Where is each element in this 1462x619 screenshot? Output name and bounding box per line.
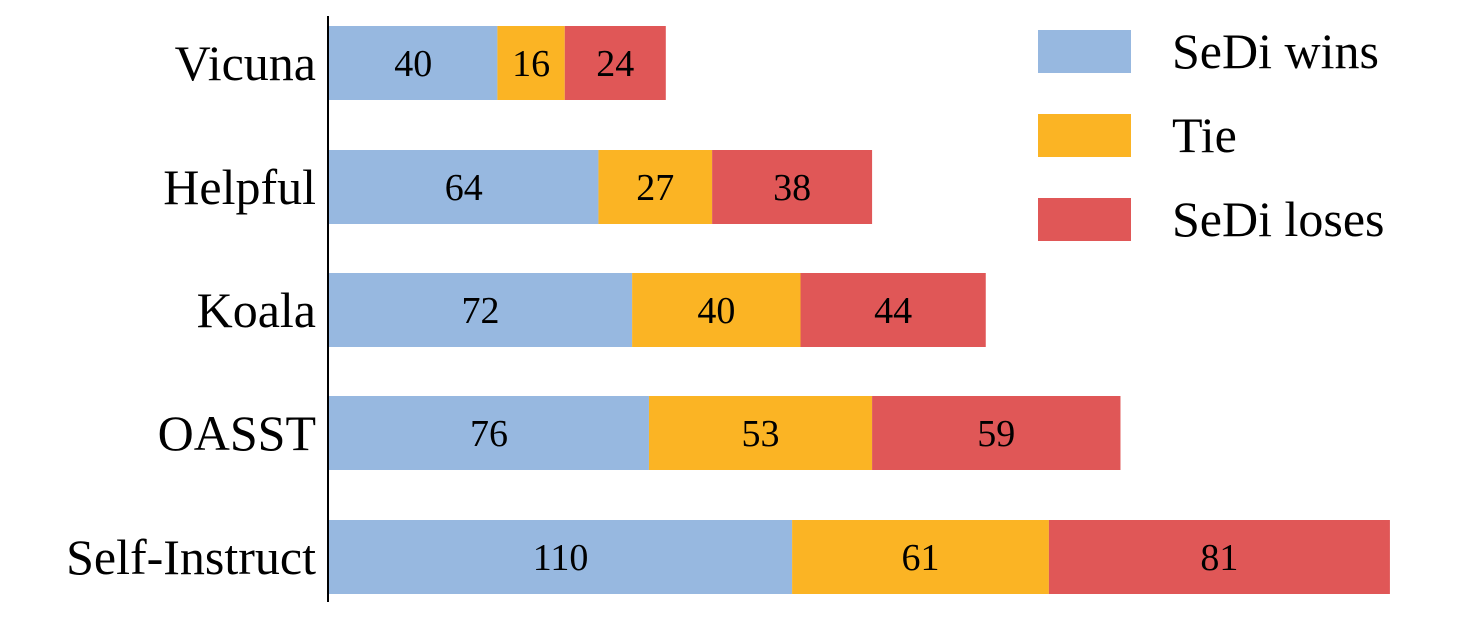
- bar-oasst-sedi-loses: [872, 396, 1121, 470]
- data-label-self-instruct-sedi-wins: 110: [533, 537, 589, 579]
- bar-vicuna-sedi-wins: [329, 26, 498, 100]
- bar-koala-sedi-wins: [329, 273, 633, 347]
- data-label-oasst-sedi-wins: 76: [470, 413, 508, 455]
- legend-label-tie: Tie: [1172, 107, 1237, 163]
- data-label-helpful-sedi-wins: 64: [445, 167, 483, 209]
- category-label-koala: Koala: [197, 282, 316, 338]
- category-label-self-instruct: Self-Instruct: [66, 529, 316, 585]
- bar-helpful-sedi-loses: [712, 150, 873, 224]
- data-label-oasst-sedi-loses: 59: [977, 413, 1015, 455]
- category-label-oasst: OASST: [158, 405, 316, 461]
- data-label-self-instruct-sedi-loses: 81: [1200, 537, 1238, 579]
- data-label-helpful-sedi-loses: 38: [773, 167, 811, 209]
- data-label-helpful-tie: 27: [636, 167, 674, 209]
- data-label-koala-sedi-wins: 72: [462, 290, 500, 332]
- category-labels: Vicuna Helpful Koala OASST Self-Instruct: [66, 35, 316, 585]
- legend: SeDi wins Tie SeDi loses: [1038, 23, 1385, 247]
- bar-helpful-sedi-wins: [329, 150, 599, 224]
- bar-oasst-sedi-wins: [329, 396, 649, 470]
- bar-oasst-tie: [648, 396, 873, 470]
- bar-self-instruct-sedi-loses: [1048, 520, 1390, 594]
- legend-swatch-tie: [1038, 114, 1131, 157]
- data-label-vicuna-tie: 16: [512, 43, 550, 85]
- data-label-self-instruct-tie: 61: [902, 537, 940, 579]
- bar-self-instruct-tie: [792, 520, 1049, 594]
- data-label-koala-sedi-loses: 44: [874, 290, 912, 332]
- legend-swatch-sedi-loses: [1038, 198, 1131, 241]
- legend-swatch-sedi-wins: [1038, 30, 1131, 73]
- bar-koala-sedi-loses: [800, 273, 986, 347]
- data-label-koala-tie: 40: [697, 290, 735, 332]
- category-label-helpful: Helpful: [163, 159, 316, 215]
- data-label-oasst-tie: 53: [742, 413, 780, 455]
- legend-label-sedi-wins: SeDi wins: [1172, 23, 1379, 79]
- bar-koala-tie: [632, 273, 801, 347]
- bar-vicuna-sedi-loses: [564, 26, 666, 100]
- bars-group: 40 16 24 64 27 38 72 40 44 76 53 59 110 61 81: [329, 26, 1390, 594]
- data-label-vicuna-sedi-loses: 24: [596, 43, 634, 85]
- bar-vicuna-tie: [497, 26, 565, 100]
- bar-helpful-tie: [598, 150, 713, 224]
- legend-label-sedi-loses: SeDi loses: [1172, 191, 1385, 247]
- data-label-vicuna-sedi-wins: 40: [394, 43, 432, 85]
- bar-self-instruct-sedi-wins: [329, 520, 793, 594]
- category-label-vicuna: Vicuna: [175, 35, 316, 91]
